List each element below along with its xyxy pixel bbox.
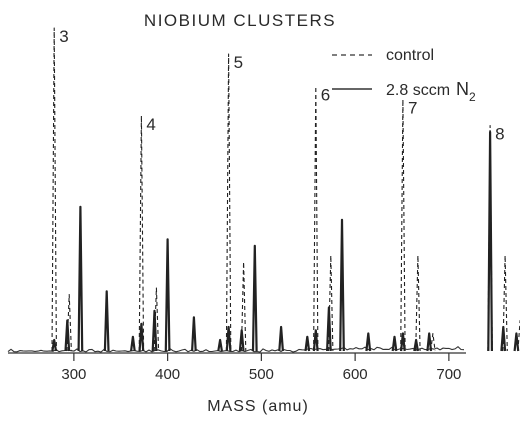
peak-labels: 3456789 bbox=[59, 27, 504, 144]
n2-baseline-noise bbox=[7, 345, 465, 353]
legend-nitrogen-text: 2.8 sccm bbox=[386, 82, 450, 99]
control-peak-8 bbox=[400, 98, 406, 352]
n2-peak-7 bbox=[164, 238, 171, 352]
control-peak-10 bbox=[430, 332, 436, 352]
peak-label-6: 6 bbox=[321, 86, 330, 105]
n2-peak-24 bbox=[500, 325, 507, 352]
n2-peak-14 bbox=[304, 335, 311, 352]
control-peak-1 bbox=[66, 293, 72, 352]
control-peak-4 bbox=[225, 53, 232, 352]
n2-peak-18 bbox=[365, 332, 372, 352]
n2-peak-1 bbox=[64, 319, 71, 352]
n2-peak-13 bbox=[278, 325, 284, 352]
control-peak-12 bbox=[502, 254, 508, 352]
control-peak-11 bbox=[487, 124, 493, 352]
control-peak-13 bbox=[517, 319, 520, 352]
control-peak-9 bbox=[415, 254, 421, 352]
peak-label-5: 5 bbox=[234, 53, 243, 72]
n2-peak-11 bbox=[238, 329, 245, 352]
n2-peak-16 bbox=[326, 306, 332, 352]
n2-peak-15 bbox=[312, 329, 319, 352]
peak-label-3: 3 bbox=[59, 27, 68, 46]
n2-peak-10 bbox=[225, 325, 232, 352]
legend-control-label: control bbox=[386, 47, 434, 64]
spectrum-traces bbox=[7, 27, 520, 353]
n2-peak-6 bbox=[151, 309, 158, 352]
n2-peak-17 bbox=[339, 218, 345, 352]
x-tick-label-500: 500 bbox=[249, 366, 274, 383]
n2-peak-21 bbox=[413, 338, 419, 352]
n2-peak-23 bbox=[487, 130, 493, 352]
legend-nitrogen-symbol: N bbox=[456, 79, 469, 99]
peak-label-7: 7 bbox=[408, 99, 417, 118]
n2-peak-22 bbox=[426, 332, 433, 352]
x-axis-label: MASS (amu) bbox=[207, 398, 309, 415]
n2-peak-9 bbox=[217, 338, 223, 352]
x-tick-label-600: 600 bbox=[343, 366, 368, 383]
n2-peak-0 bbox=[51, 338, 58, 352]
n2-peak-3 bbox=[103, 290, 110, 352]
n2-peak-2 bbox=[77, 205, 84, 352]
control-peak-0 bbox=[51, 27, 57, 352]
n2-peak-20 bbox=[400, 332, 406, 352]
x-axis-ticks: 300400500600700800 bbox=[61, 353, 461, 383]
control-peak-6 bbox=[313, 85, 319, 352]
n2-peak-5 bbox=[138, 322, 145, 352]
x-tick-label-300: 300 bbox=[61, 366, 86, 383]
n2-peak-12 bbox=[251, 244, 258, 352]
n2-peak-8 bbox=[191, 316, 197, 352]
peak-label-4: 4 bbox=[146, 115, 155, 134]
control-peak-2 bbox=[138, 115, 145, 352]
x-tick-label-400: 400 bbox=[155, 366, 180, 383]
n2-peak-19 bbox=[391, 335, 398, 352]
n2-peak-4 bbox=[130, 335, 136, 352]
n2-peak-25 bbox=[513, 332, 520, 352]
chart-title: NIOBIUM CLUSTERS bbox=[144, 11, 336, 30]
legend: control 2.8 sccm N2 bbox=[332, 47, 476, 104]
legend-nitrogen-subscript: 2 bbox=[469, 90, 476, 104]
control-peak-5 bbox=[240, 261, 247, 352]
x-tick-label-700: 700 bbox=[436, 366, 461, 383]
peak-label-8: 8 bbox=[495, 125, 504, 144]
legend-nitrogen-label: 2.8 sccm N2 bbox=[386, 79, 476, 104]
